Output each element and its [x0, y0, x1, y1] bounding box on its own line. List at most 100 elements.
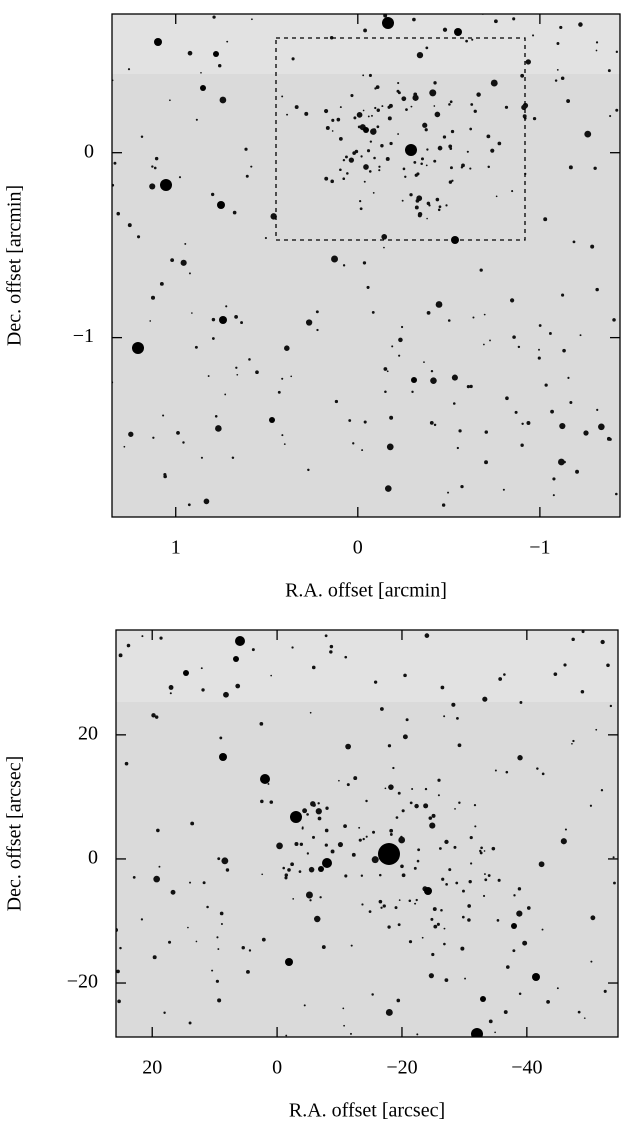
star [502, 488, 505, 491]
star [188, 272, 191, 275]
star [154, 715, 159, 719]
star [159, 281, 164, 286]
star [380, 144, 384, 148]
star [371, 993, 374, 996]
star [387, 744, 392, 748]
star [290, 862, 294, 867]
star [305, 319, 313, 326]
star [140, 135, 144, 138]
star [409, 801, 413, 805]
star [450, 129, 455, 134]
star [615, 50, 619, 54]
star [571, 742, 573, 745]
star [169, 99, 171, 102]
star [389, 828, 394, 833]
star [411, 390, 414, 394]
star [382, 904, 386, 908]
star [381, 105, 384, 108]
star [514, 410, 518, 414]
x-tick-label: −1 [529, 537, 550, 559]
star [398, 354, 401, 357]
star [448, 103, 451, 106]
star [200, 667, 203, 670]
star [194, 345, 198, 349]
star [277, 390, 281, 394]
star [603, 989, 607, 993]
star [362, 74, 365, 77]
star [401, 199, 404, 202]
star [397, 133, 400, 135]
star [556, 42, 560, 45]
star [581, 630, 585, 634]
star [580, 689, 585, 694]
star [270, 674, 272, 677]
star [309, 899, 312, 902]
x-tick-label: 0 [272, 1057, 282, 1079]
star [128, 431, 134, 437]
star [572, 739, 575, 743]
star [292, 898, 295, 900]
star [386, 370, 389, 373]
star [413, 866, 417, 870]
star [426, 201, 431, 206]
star [567, 376, 570, 379]
star [505, 770, 509, 774]
star [153, 166, 157, 170]
star [466, 150, 469, 153]
star [284, 876, 288, 880]
star [392, 766, 395, 770]
star [363, 28, 367, 33]
star [575, 469, 579, 474]
star [438, 205, 442, 209]
star [554, 79, 558, 82]
star [480, 846, 483, 850]
star [162, 414, 165, 417]
star [359, 199, 362, 203]
star [583, 1017, 586, 1019]
star [443, 715, 446, 718]
star [345, 743, 351, 750]
star [412, 17, 416, 22]
star [476, 92, 481, 97]
star [532, 34, 535, 37]
x-axis-label: R.A. offset [arcsec] [289, 1100, 445, 1122]
star [306, 813, 309, 816]
star [348, 419, 352, 422]
star [351, 852, 356, 857]
star [414, 205, 419, 210]
star [342, 158, 346, 162]
star [389, 415, 394, 420]
star [338, 779, 340, 782]
image-tile [116, 630, 618, 702]
star [248, 358, 251, 361]
star [324, 843, 328, 847]
star [397, 81, 400, 85]
star [346, 783, 350, 787]
star [354, 149, 359, 154]
star [569, 401, 573, 405]
star [425, 164, 428, 167]
star [437, 794, 440, 797]
bright-star [132, 342, 144, 354]
frame [111, 13, 621, 518]
star [317, 802, 320, 805]
star [397, 923, 401, 927]
star [431, 952, 435, 957]
star [429, 420, 434, 425]
star [497, 141, 502, 146]
star [163, 474, 167, 479]
star [423, 803, 429, 809]
star [583, 430, 589, 436]
star [375, 85, 380, 89]
star [362, 261, 367, 265]
star [151, 165, 154, 168]
star [388, 784, 394, 790]
bright-star [382, 17, 394, 29]
star [436, 922, 440, 926]
star [180, 259, 187, 266]
star [291, 57, 295, 61]
star [284, 873, 289, 877]
star [372, 128, 377, 133]
bright-star [290, 811, 302, 823]
star [552, 477, 556, 481]
